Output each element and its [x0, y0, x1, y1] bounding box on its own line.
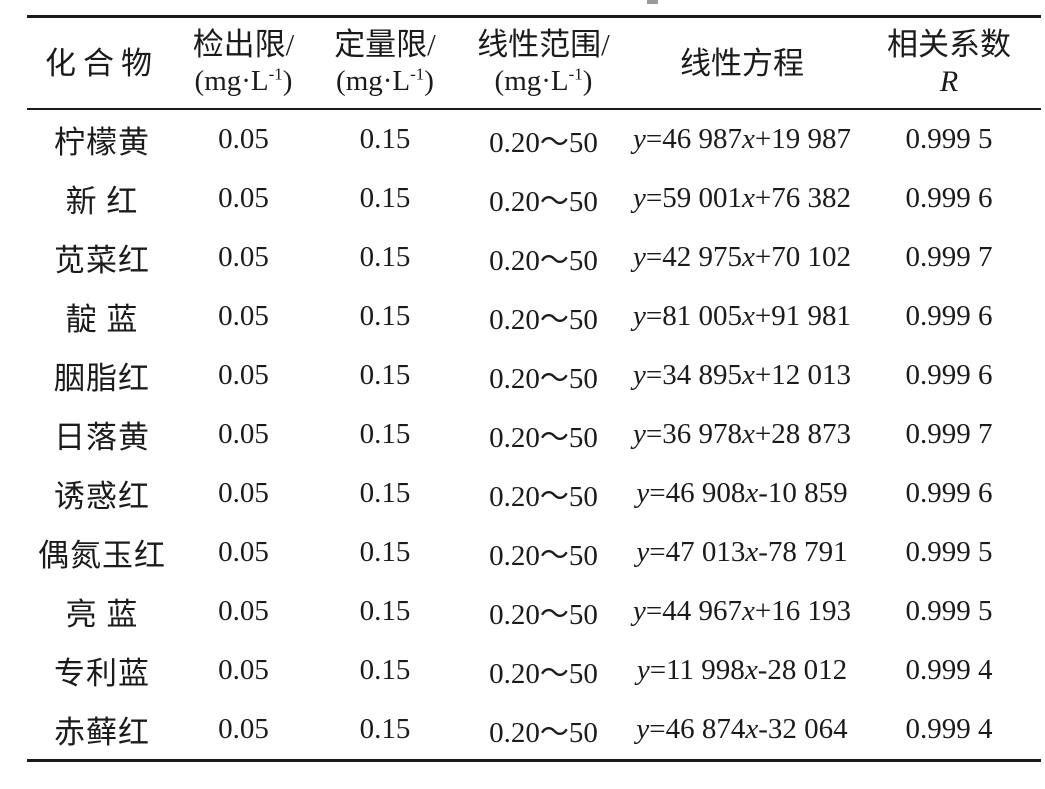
cell-compound: 专利蓝 [54, 656, 150, 691]
cell-correlation_coefficient: 0.999 7 [905, 418, 993, 450]
table-row: 偶氮玉红 0.05 0.15 0.20～50 y=47 013x-78 791 0.999… [27, 523, 1041, 582]
table-row: 赤藓红 0.05 0.15 0.20～50 y=46 874x-32 064 0.999 … [27, 700, 1041, 761]
cell-detection_limit: 0.05 [218, 418, 269, 450]
cell-detection_limit: 0.05 [218, 182, 269, 214]
column-title: 定量限/ [334, 27, 436, 62]
cell-correlation_coefficient: 0.999 6 [905, 477, 993, 509]
cell-compound: 亮 蓝 [65, 597, 139, 632]
cell-detection_limit: 0.05 [218, 300, 269, 332]
cell-linear_equation: y=46 874x-32 064 [636, 713, 848, 745]
cell-linear_range: 0.20～50 [489, 126, 598, 159]
header-row: 化合物 检出限/(mg·L-1) 定量限/(mg·L-1) 线性范围/(mg·L-1)… [27, 17, 1041, 110]
cell-linear_range: 0.20～50 [489, 362, 598, 395]
cell-detection_limit: 0.05 [218, 241, 269, 273]
cell-linear_equation: y=46 987x+19 987 [633, 123, 851, 155]
calibration-table: 化合物 检出限/(mg·L-1) 定量限/(mg·L-1) 线性范围/(mg·L-1)… [27, 15, 1041, 762]
cell-linear_equation: y=46 908x-10 859 [636, 477, 848, 509]
table-row: 苋菜红 0.05 0.15 0.20～50 y=42 975x+70 102 0.999 … [27, 228, 1041, 287]
cell-compound: 诱惑红 [54, 479, 150, 514]
cell-correlation_coefficient: 0.999 4 [905, 654, 993, 686]
column-header-linear_range: 线性范围/(mg·L-1) [460, 17, 627, 110]
cell-quantification_limit: 0.15 [359, 536, 411, 568]
column-title: 化合物 [45, 45, 159, 81]
cell-linear_range: 0.20～50 [489, 421, 598, 454]
column-header-compound: 化合物 [27, 17, 177, 110]
column-symbol: R [939, 65, 959, 98]
cell-quantification_limit: 0.15 [359, 359, 411, 391]
cell-linear_equation: y=81 005x+91 981 [633, 300, 851, 332]
cell-linear_equation: y=11 998x-28 012 [636, 654, 848, 686]
table-row: 日落黄 0.05 0.15 0.20～50 y=36 978x+28 873 0.999 … [27, 405, 1041, 464]
cell-linear_equation: y=44 967x+16 193 [633, 595, 851, 627]
cell-correlation_coefficient: 0.999 4 [905, 713, 993, 745]
table-row: 亮 蓝 0.05 0.15 0.20～50 y=44 967x+16 193 0.999 … [27, 582, 1041, 641]
cell-detection_limit: 0.05 [218, 595, 269, 627]
cell-compound: 赤藓红 [54, 715, 150, 750]
cell-correlation_coefficient: 0.999 6 [905, 359, 993, 391]
table-row: 柠檬黄 0.05 0.15 0.20～50 y=46 987x+19 987 0.999 … [27, 109, 1041, 169]
cell-detection_limit: 0.05 [218, 654, 269, 686]
cell-correlation_coefficient: 0.999 6 [905, 182, 993, 214]
cell-compound: 胭脂红 [54, 361, 150, 396]
column-header-linear_equation: 线性方程 [627, 17, 857, 110]
cell-quantification_limit: 0.15 [359, 654, 411, 686]
cell-compound: 苋菜红 [54, 243, 150, 278]
cell-correlation_coefficient: 0.999 6 [905, 300, 993, 332]
calibration-table-wrap: 化合物 检出限/(mg·L-1) 定量限/(mg·L-1) 线性范围/(mg·L-1)… [27, 15, 1041, 762]
cell-detection_limit: 0.05 [218, 536, 269, 568]
cell-linear_range: 0.20～50 [489, 185, 598, 218]
cell-correlation_coefficient: 0.999 5 [905, 123, 993, 155]
table-row: 诱惑红 0.05 0.15 0.20～50 y=46 908x-10 859 0.999 … [27, 464, 1041, 523]
caption-artifact [647, 0, 658, 4]
cell-quantification_limit: 0.15 [359, 300, 411, 332]
cell-detection_limit: 0.05 [218, 713, 269, 745]
cell-compound: 靛 蓝 [65, 302, 139, 337]
cell-linear_range: 0.20～50 [489, 539, 598, 572]
cell-quantification_limit: 0.15 [359, 418, 411, 450]
cell-quantification_limit: 0.15 [359, 477, 411, 509]
cell-linear_equation: y=34 895x+12 013 [633, 359, 851, 391]
cell-quantification_limit: 0.15 [359, 241, 411, 273]
cell-linear_range: 0.20～50 [489, 716, 598, 749]
column-title: 检出限/ [192, 27, 295, 62]
column-header-correlation_coefficient: 相关系数 R [857, 17, 1041, 110]
cell-linear_range: 0.20～50 [489, 303, 598, 336]
column-title: 线性范围/ [477, 27, 610, 62]
column-header-quantification_limit: 定量限/(mg·L-1) [310, 17, 460, 110]
column-unit: (mg·L-1) [336, 64, 434, 97]
cell-correlation_coefficient: 0.999 5 [905, 595, 993, 627]
cell-linear_range: 0.20～50 [489, 657, 598, 690]
table-row: 新 红 0.05 0.15 0.20～50 y=59 001x+76 382 0.999 … [27, 169, 1041, 228]
cell-linear_range: 0.20～50 [489, 480, 598, 513]
table-header: 化合物 检出限/(mg·L-1) 定量限/(mg·L-1) 线性范围/(mg·L-1)… [27, 17, 1041, 110]
cell-correlation_coefficient: 0.999 7 [905, 241, 993, 273]
column-header-detection_limit: 检出限/(mg·L-1) [177, 17, 310, 110]
column-title: 线性方程 [680, 45, 804, 81]
cell-quantification_limit: 0.15 [359, 123, 411, 155]
column-unit: (mg·L-1) [494, 64, 593, 97]
cell-compound: 偶氮玉红 [38, 538, 166, 573]
cell-detection_limit: 0.05 [218, 123, 269, 155]
cell-linear_range: 0.20～50 [489, 598, 598, 631]
cell-quantification_limit: 0.15 [359, 713, 411, 745]
table-row: 专利蓝 0.05 0.15 0.20～50 y=11 998x-28 012 0.999 … [27, 641, 1041, 700]
cell-linear_equation: y=42 975x+70 102 [633, 241, 851, 273]
cell-detection_limit: 0.05 [218, 359, 269, 391]
cell-linear_range: 0.20～50 [489, 244, 598, 277]
cell-linear_equation: y=47 013x-78 791 [636, 536, 848, 568]
table-body: 柠檬黄 0.05 0.15 0.20～50 y=46 987x+19 987 0.999 … [27, 109, 1041, 761]
cell-compound: 柠檬黄 [54, 125, 150, 160]
cell-linear_equation: y=36 978x+28 873 [633, 418, 851, 450]
cell-linear_equation: y=59 001x+76 382 [633, 182, 851, 214]
cell-compound: 新 红 [65, 184, 139, 219]
cell-quantification_limit: 0.15 [359, 182, 411, 214]
cell-correlation_coefficient: 0.999 5 [905, 536, 993, 568]
table-row: 胭脂红 0.05 0.15 0.20～50 y=34 895x+12 013 0.999 … [27, 346, 1041, 405]
cell-detection_limit: 0.05 [218, 477, 269, 509]
table-row: 靛 蓝 0.05 0.15 0.20～50 y=81 005x+91 981 0.999 … [27, 287, 1041, 346]
column-unit: (mg·L-1) [194, 64, 293, 97]
column-title: 相关系数 [887, 27, 1011, 62]
cell-quantification_limit: 0.15 [359, 595, 411, 627]
cell-compound: 日落黄 [54, 420, 150, 455]
